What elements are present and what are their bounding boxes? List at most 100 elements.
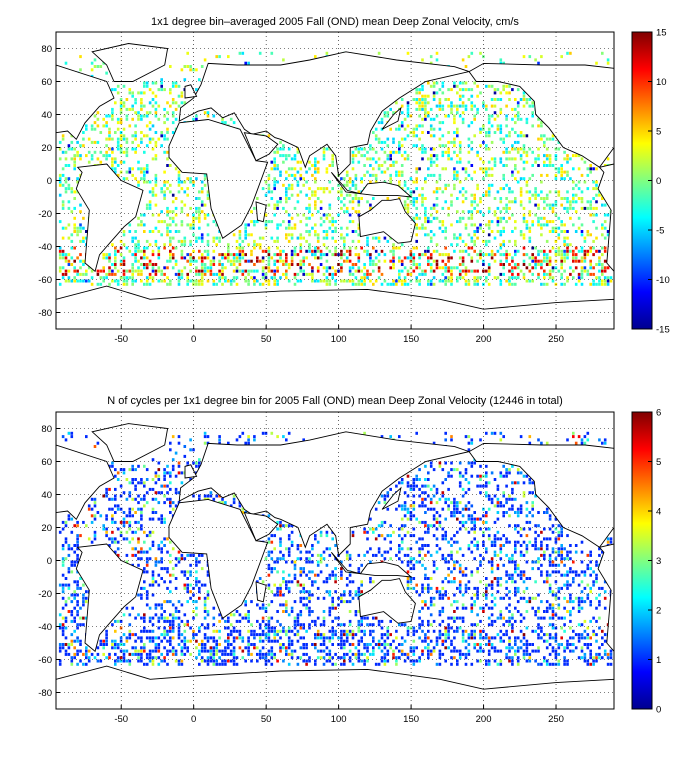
data-cell: [461, 276, 465, 280]
data-cell: [476, 613, 479, 617]
data-cell: [343, 656, 346, 660]
data-cell: [200, 656, 204, 660]
data-cell: [290, 249, 294, 253]
data-cell: [61, 200, 65, 204]
data-cell: [337, 253, 340, 257]
data-cell: [322, 147, 326, 151]
data-cell: [458, 567, 462, 571]
data-cell: [122, 233, 126, 237]
data-cell: [296, 263, 300, 266]
data-cell: [389, 259, 392, 263]
data-cell: [516, 573, 520, 577]
data-cell: [116, 656, 120, 660]
data-cell: [595, 282, 598, 286]
data-cell: [227, 243, 230, 247]
data-cell: [467, 636, 471, 640]
data-cell: [325, 246, 329, 250]
data-cell: [519, 134, 523, 138]
data-cell: [490, 173, 494, 177]
data-cell: [485, 577, 488, 580]
data-cell: [418, 98, 421, 101]
data-cell: [522, 220, 526, 224]
data-cell: [496, 114, 500, 118]
data-cell: [482, 629, 485, 633]
data-cell: [557, 646, 561, 650]
data-cell: [435, 197, 439, 200]
data-cell: [64, 61, 68, 65]
data-cell: [574, 633, 578, 637]
data-cell: [200, 649, 204, 653]
data-cell: [505, 259, 508, 263]
data-cell: [458, 269, 462, 273]
data-cell: [403, 652, 407, 656]
data-cell: [267, 220, 271, 224]
data-cell: [276, 266, 279, 270]
data-cell: [160, 577, 163, 580]
data-cell: [314, 223, 317, 227]
data-cell: [93, 65, 97, 68]
data-cell: [58, 269, 62, 273]
data-cell: [311, 269, 314, 273]
data-cell: [215, 662, 218, 666]
data-cell: [447, 633, 450, 637]
data-cell: [557, 586, 561, 590]
data-cell: [598, 656, 601, 660]
data-cell: [73, 266, 76, 270]
data-cell: [424, 646, 427, 650]
data-cell: [180, 256, 184, 260]
data-cell: [290, 187, 294, 191]
data-cell: [145, 124, 149, 128]
data-cell: [267, 573, 271, 577]
data-cell: [90, 140, 94, 144]
data-cell: [256, 659, 259, 663]
data-cell: [534, 560, 537, 564]
data-cell: [232, 656, 236, 660]
data-cell: [464, 104, 468, 108]
data-cell: [64, 636, 68, 640]
data-cell: [583, 573, 587, 577]
data-cell: [282, 263, 285, 266]
data-cell: [560, 282, 563, 286]
data-cell: [595, 187, 598, 191]
data-cell: [470, 629, 474, 633]
data-cell: [473, 586, 476, 590]
data-cell: [224, 256, 227, 260]
data-cell: [398, 656, 401, 660]
data-cell: [380, 619, 384, 623]
data-cell: [470, 246, 474, 250]
data-cell: [485, 173, 488, 177]
data-cell: [154, 269, 158, 273]
data-cell: [525, 600, 529, 604]
data-cell: [169, 190, 172, 194]
data-cell: [563, 662, 566, 666]
data-cell: [287, 580, 291, 584]
data-cell: [114, 279, 117, 283]
data-cell: [273, 167, 276, 171]
data-cell: [557, 652, 561, 656]
data-cell: [432, 203, 436, 207]
data-cell: [183, 266, 187, 270]
data-cell: [438, 187, 442, 191]
data-cell: [386, 167, 390, 171]
data-cell: [473, 134, 476, 138]
data-cell: [198, 629, 201, 633]
data-cell: [560, 586, 563, 590]
data-cell: [548, 583, 552, 587]
data-cell: [140, 177, 143, 181]
data-cell: [116, 173, 120, 177]
data-cell: [131, 91, 134, 95]
data-cell: [343, 629, 346, 633]
data-cell: [166, 633, 169, 637]
data-cell: [285, 197, 288, 200]
data-cell: [574, 193, 578, 197]
data-cell: [432, 629, 436, 633]
data-cell: [70, 656, 74, 660]
data-cell: [351, 150, 355, 154]
data-cell: [125, 114, 129, 118]
data-cell: [458, 649, 462, 653]
data-cell: [227, 256, 230, 260]
data-cell: [467, 580, 471, 584]
data-cell: [305, 249, 308, 253]
data-cell: [235, 610, 239, 613]
data-cell: [145, 164, 149, 167]
